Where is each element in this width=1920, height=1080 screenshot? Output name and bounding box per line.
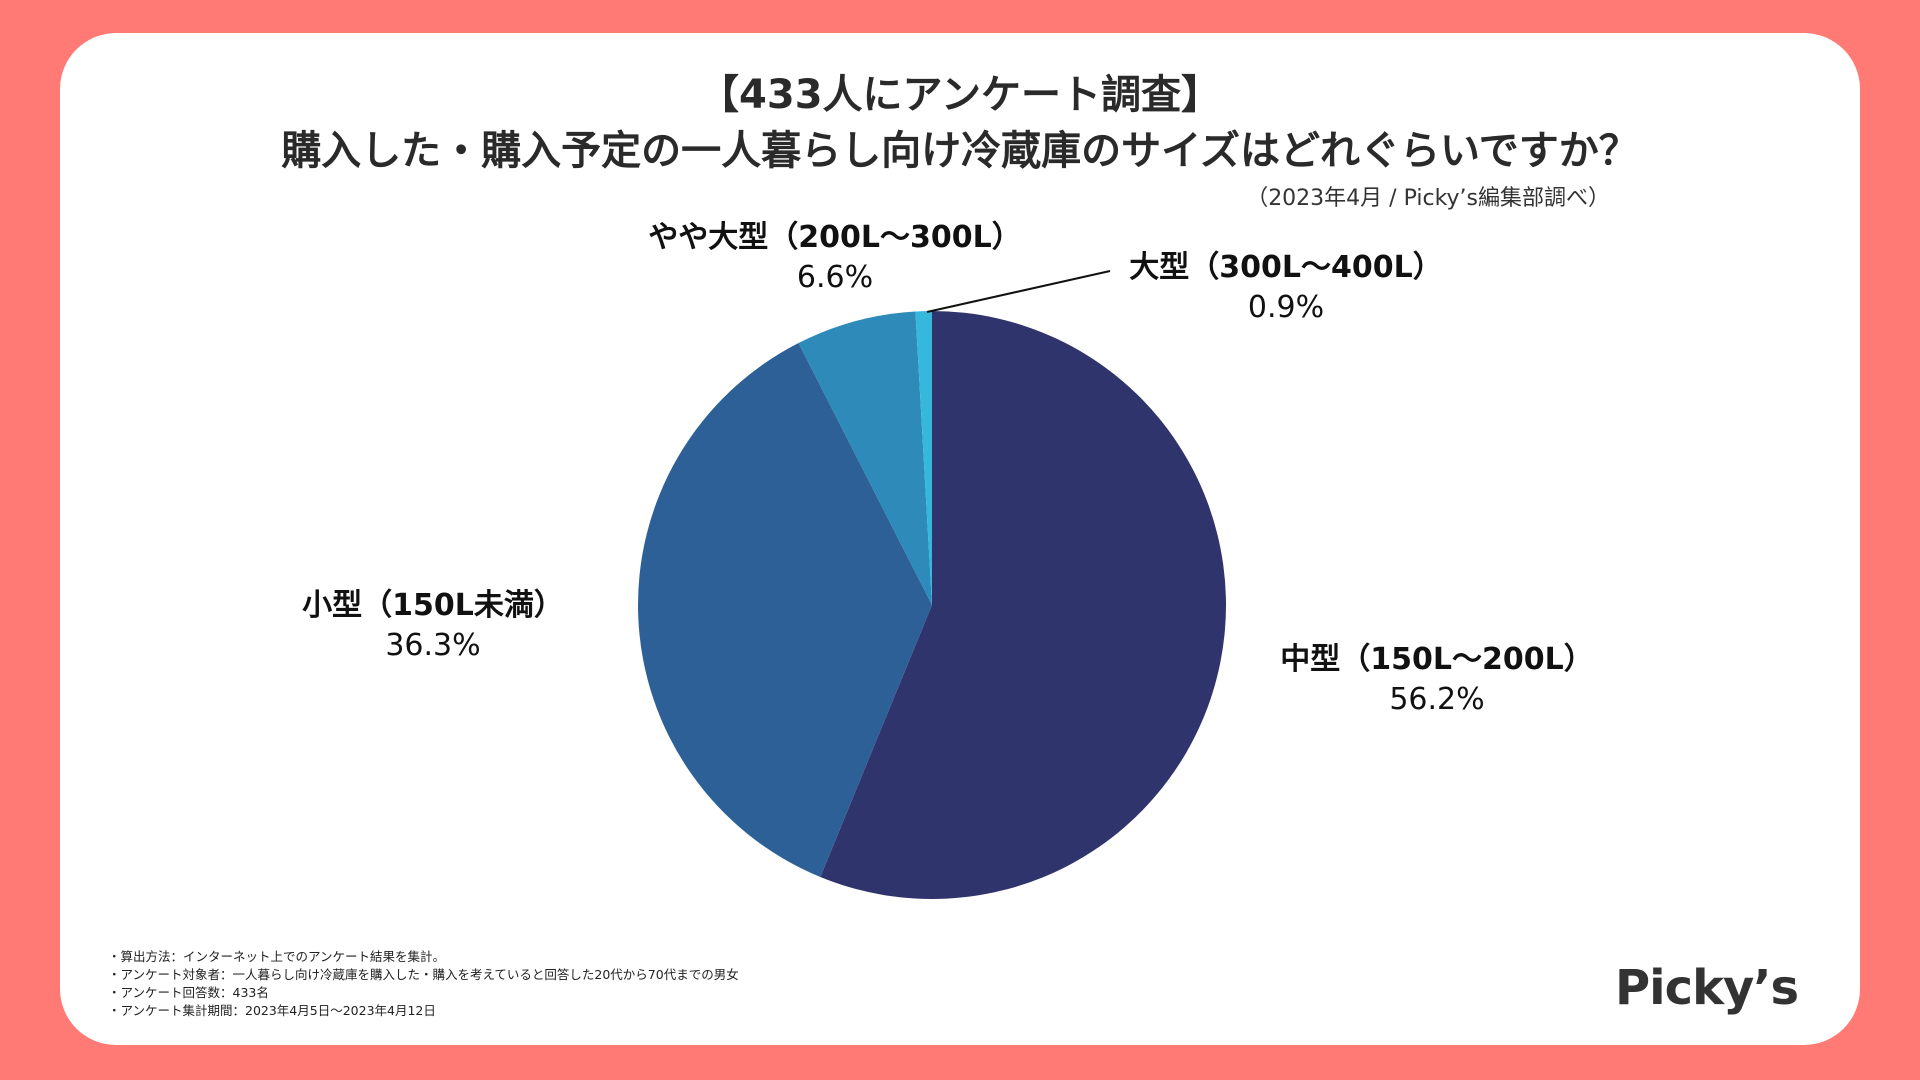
slice-label-text: 中型（150L〜200L） — [1280, 642, 1594, 677]
slice-label-text: 大型（300L〜400L） — [1129, 250, 1443, 285]
brand-logo: Picky’s — [1615, 960, 1799, 1016]
slice-label-value: 36.3% — [385, 628, 481, 663]
slice-label-text: 小型（150L未満） — [302, 588, 564, 623]
slice-label-value: 6.6% — [796, 260, 874, 295]
slice-label-small: 小型（150L未満） 36.3% — [302, 580, 564, 663]
pie-slices — [637, 311, 1226, 899]
pie-slice-large — [915, 311, 932, 605]
slice-label-semi-large: やや大型（200L〜300L） 6.6% — [648, 212, 1021, 295]
chart-title-survey: 【433人にアンケート調査】 — [699, 72, 1221, 118]
source-note: （2023年4月 / Picky’s編集部調べ） — [1246, 186, 1610, 211]
slice-label-large: 大型（300L〜400L） 0.9% — [1129, 242, 1442, 325]
pie-slice-semi-large — [798, 311, 932, 605]
pie-slice-small — [637, 343, 932, 877]
footnote-count: ・アンケート回答数：433名 — [108, 985, 269, 1000]
slice-label-medium: 中型（150L〜200L） 56.2% — [1280, 634, 1593, 717]
slice-label-text: やや大型（200L〜300L） — [648, 220, 1022, 255]
slice-label-value: 56.2% — [1389, 682, 1485, 717]
chart-title-question: 購入した・購入予定の一人暮らし向け冷蔵庫のサイズはどれぐらいですか？ — [281, 128, 1639, 174]
footnotes: ・算出方法：インターネット上でのアンケート結果を集計。 ・アンケート対象者：一人… — [108, 948, 739, 1020]
pie-slice-medium — [820, 311, 1226, 899]
footnote-method: ・算出方法：インターネット上でのアンケート結果を集計。 — [108, 949, 446, 964]
leader-line-large — [926, 270, 1111, 313]
slice-label-value: 0.9% — [1247, 290, 1325, 325]
footnote-target: ・アンケート対象者：一人暮らし向け冷蔵庫を購入した・購入を考えていると回答した2… — [108, 967, 739, 982]
footnote-period: ・アンケート集計期間：2023年4月5日〜2023年4月12日 — [108, 1003, 436, 1018]
